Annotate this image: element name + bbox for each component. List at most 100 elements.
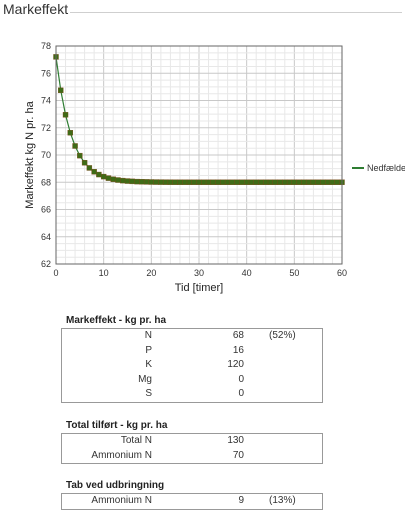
data-point <box>282 179 288 185</box>
data-point <box>310 179 317 185</box>
data-point <box>224 179 231 185</box>
row-label: Ammonium N <box>91 495 152 506</box>
row-percent: (52%) <box>269 330 296 341</box>
data-point <box>153 179 159 185</box>
y-tick-label: 70 <box>41 150 51 160</box>
section-title: Total tilført - kg pr. ha <box>66 420 168 431</box>
x-tick-label: 20 <box>146 268 156 278</box>
section-table: Ammonium N 9 (13%) <box>61 493 323 510</box>
data-point <box>196 179 202 185</box>
legend[interactable]: Nedfældet <box>352 163 405 173</box>
y-tick-labels: 62 64 66 68 70 72 74 76 78 <box>41 41 51 269</box>
page-title: Markeffekt <box>3 1 69 17</box>
data-point <box>329 179 336 185</box>
row-value: 0 <box>238 373 244 385</box>
data-point <box>77 152 83 159</box>
data-point <box>139 179 145 185</box>
data-point <box>181 179 188 185</box>
row-label: N <box>144 330 152 341</box>
y-tick-label: 62 <box>41 259 51 269</box>
data-point <box>158 179 164 185</box>
data-point <box>325 179 331 185</box>
y-tick-label: 66 <box>41 205 51 215</box>
data-point <box>58 87 64 94</box>
row-label: Total N <box>120 435 152 446</box>
row-label: P <box>145 344 152 356</box>
data-point <box>210 179 217 185</box>
data-point <box>334 179 340 185</box>
section-table: Total N 130 Ammonium N 70 <box>61 433 323 465</box>
row-value: 120 <box>227 359 244 371</box>
row-label: Mg <box>138 373 152 385</box>
data-point <box>100 173 107 180</box>
x-tick-label: 50 <box>289 268 299 278</box>
row-label: Ammonium N <box>91 449 152 461</box>
data-point <box>172 179 178 185</box>
x-tick-label: 60 <box>337 268 347 278</box>
table-row: Total N 130 <box>62 434 322 449</box>
data-point <box>86 165 93 171</box>
data-point <box>239 179 245 185</box>
table-row: P 16 <box>62 344 322 359</box>
data-point <box>215 179 221 185</box>
row-value: 70 <box>232 449 244 461</box>
table-row: K 120 <box>62 358 322 373</box>
section-markeffekt: Markeffekt - kg pr. ha N 68 (52%) P 16 K… <box>61 314 323 403</box>
data-point <box>120 177 126 184</box>
data-point <box>229 179 236 185</box>
plot-border <box>55 45 343 265</box>
page-header: Markeffekt <box>0 0 405 20</box>
x-tick-label: 40 <box>242 268 252 278</box>
table-row: Mg 0 <box>62 373 322 388</box>
data-point <box>115 177 121 183</box>
x-tick-label: 0 <box>53 268 58 278</box>
table-row: Ammonium N 9 (13%) <box>62 494 322 509</box>
data-point <box>96 171 102 178</box>
data-point <box>263 179 269 185</box>
data-point <box>191 179 197 185</box>
y-tick-label: 74 <box>41 96 51 106</box>
table-row: N 68 (52%) <box>62 329 322 344</box>
table-row: S 0 <box>62 387 322 402</box>
row-value: 16 <box>232 344 244 356</box>
data-point <box>286 179 293 185</box>
table-row: Ammonium N 70 <box>62 449 322 464</box>
section-total-tilfoert: Total tilført - kg pr. ha Total N 130 Am… <box>61 419 323 465</box>
data-point <box>234 179 240 185</box>
markeffekt-chart: 62 64 66 68 70 72 74 76 78 0 10 20 30 40 50 60 Tid [ti… <box>0 30 405 305</box>
data-point <box>91 169 97 175</box>
data-point <box>305 179 312 185</box>
row-value: 9 <box>238 495 244 506</box>
x-axis-title: Tid [timer] <box>175 282 224 294</box>
y-tick-label: 64 <box>41 232 51 242</box>
section-title: Tab ved udbringning <box>66 480 165 491</box>
section-table: N 68 (52%) P 16 K 120 Mg 0 S 0 <box>61 328 323 403</box>
data-point <box>291 179 298 185</box>
row-value: 68 <box>232 330 244 341</box>
data-point <box>315 179 321 185</box>
x-tick-labels: 0 10 20 30 40 50 60 <box>53 268 347 278</box>
data-point <box>110 176 116 182</box>
data-point <box>253 179 259 185</box>
data-point <box>105 175 112 181</box>
row-percent: (13%) <box>269 495 296 506</box>
data-point <box>267 179 274 185</box>
data-point <box>201 179 207 185</box>
section-title: Markeffekt - kg pr. ha <box>66 315 167 326</box>
data-point <box>277 179 283 185</box>
row-label: K <box>145 359 152 371</box>
data-point <box>81 160 88 166</box>
x-tick-label: 10 <box>99 268 109 278</box>
data-point <box>258 179 264 185</box>
data-point <box>167 179 174 185</box>
y-axis-title: Markeffekt kg N pr. ha <box>24 100 36 208</box>
row-value: 0 <box>238 388 244 400</box>
section-tab-ved-udbringning: Tab ved udbringning Ammonium N 9 (13%) <box>61 479 323 510</box>
row-value: 130 <box>227 435 244 446</box>
data-point <box>186 179 193 185</box>
data-point <box>301 179 307 185</box>
y-tick-label: 78 <box>41 41 51 51</box>
y-tick-label: 72 <box>41 123 51 133</box>
data-point <box>220 179 226 185</box>
data-point <box>67 130 74 136</box>
